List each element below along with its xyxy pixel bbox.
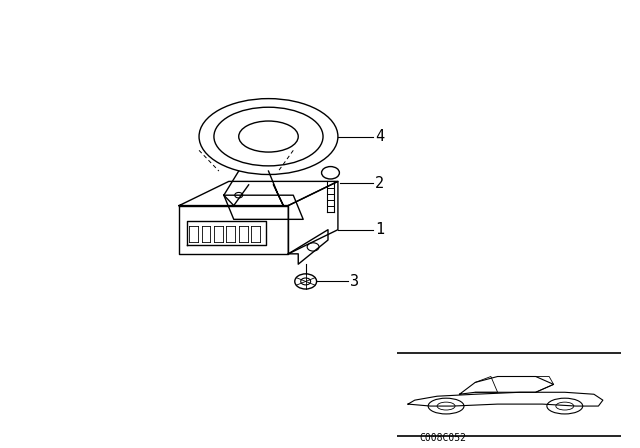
Text: 3: 3 xyxy=(350,274,360,289)
Text: C008C052: C008C052 xyxy=(419,432,466,443)
Text: 2: 2 xyxy=(375,176,384,190)
Text: 4: 4 xyxy=(375,129,384,144)
Text: 1: 1 xyxy=(375,222,384,237)
